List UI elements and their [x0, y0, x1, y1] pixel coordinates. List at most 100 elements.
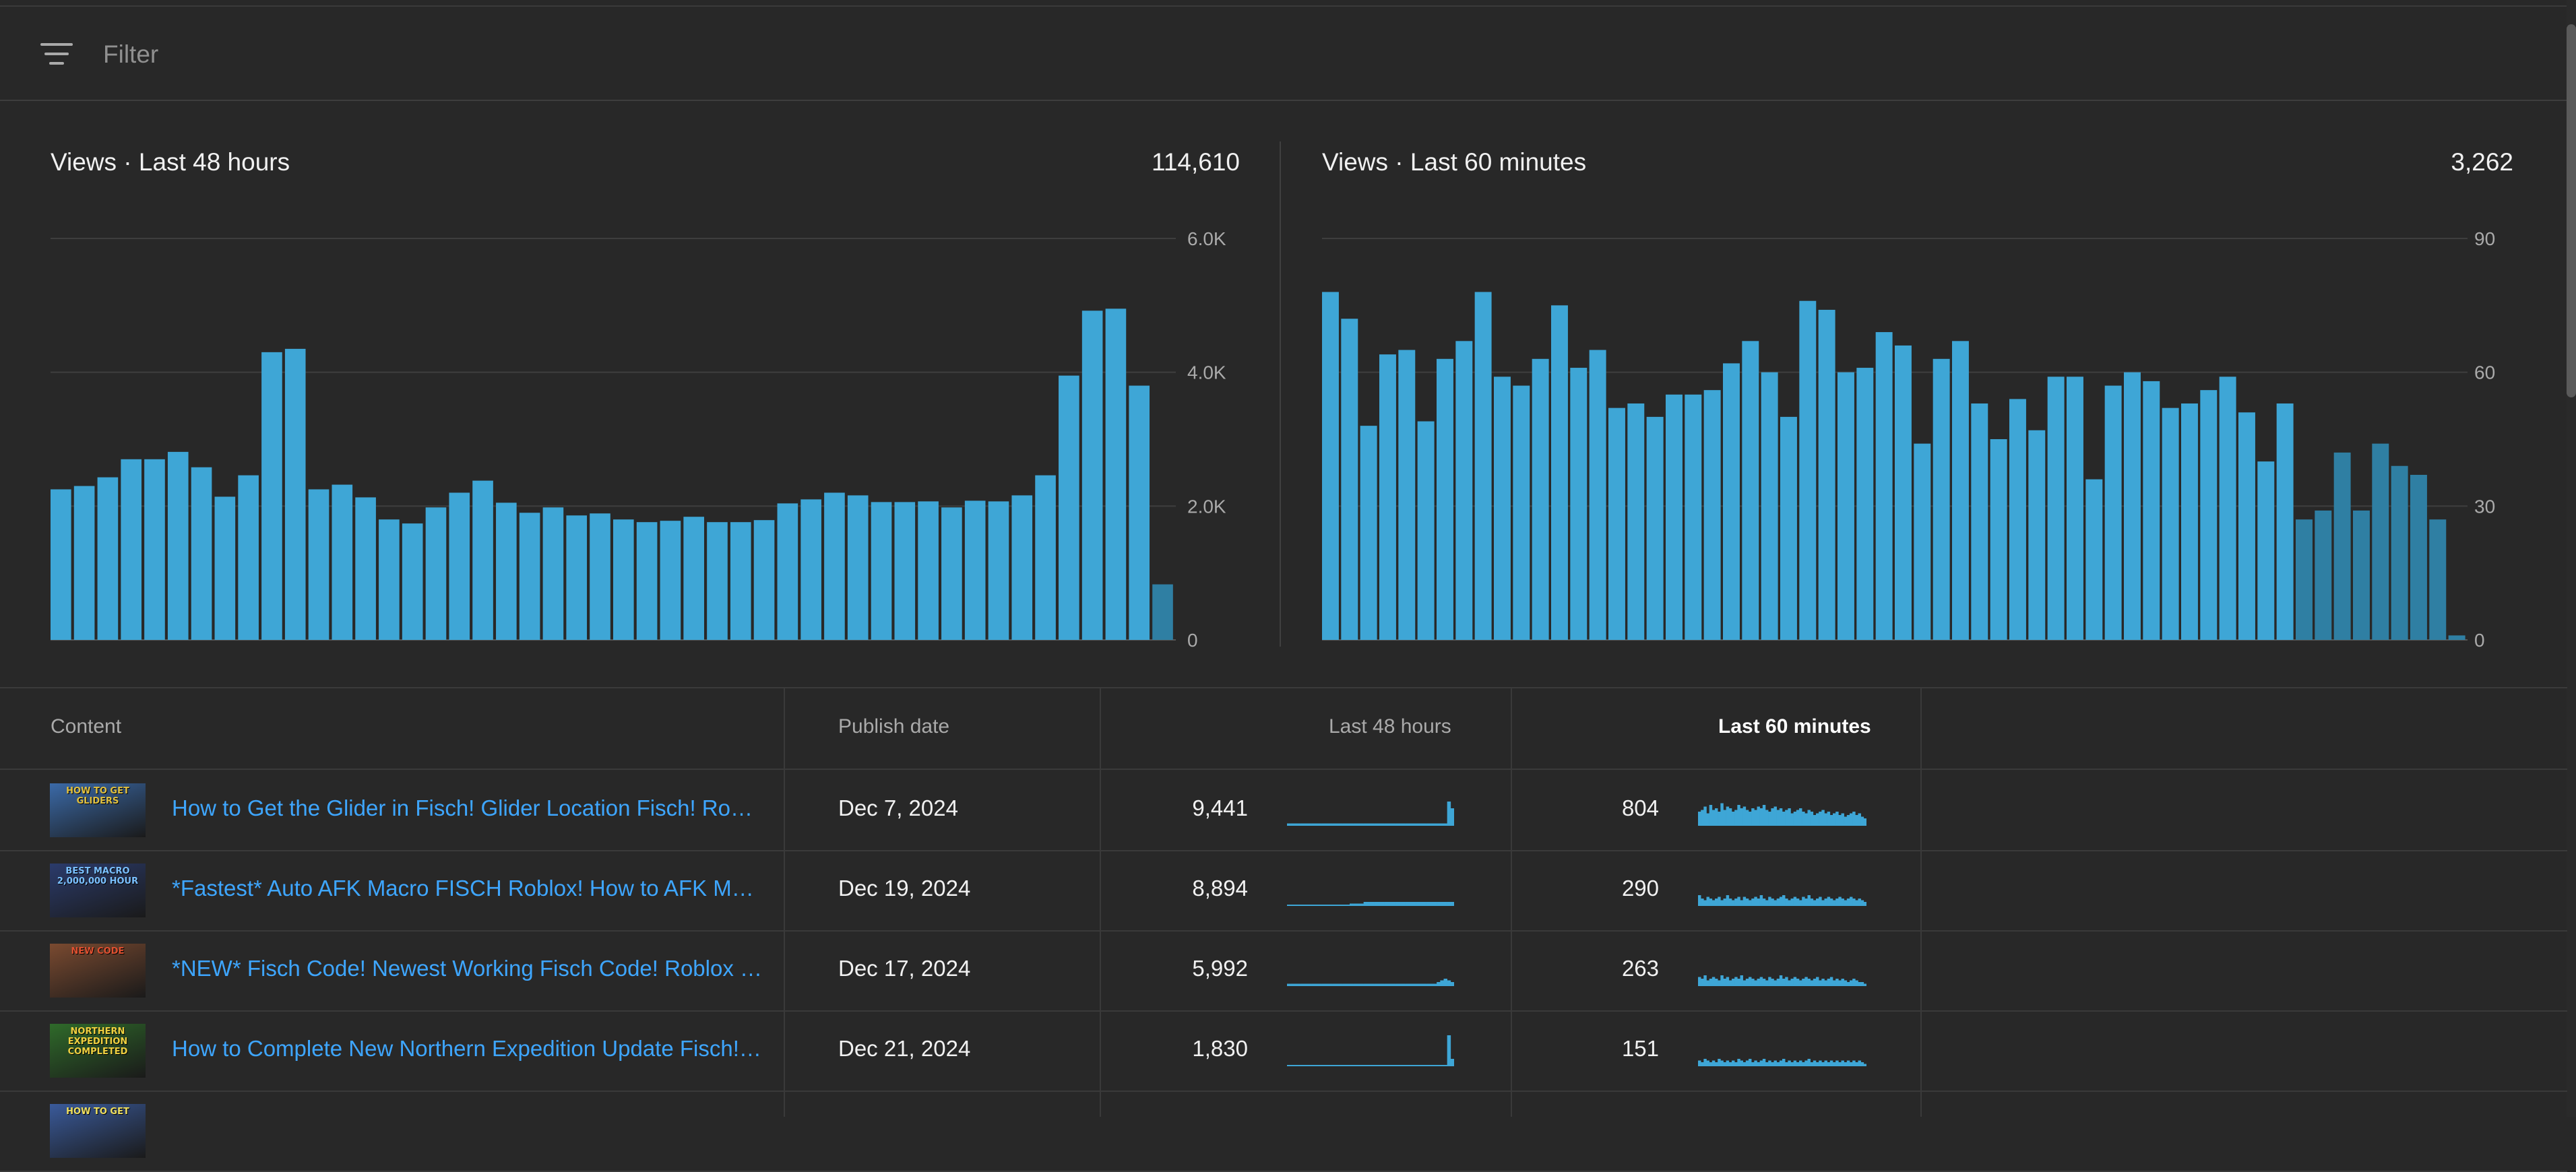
- chart-bar[interactable]: [379, 519, 400, 640]
- chart-bar[interactable]: [1971, 403, 1988, 640]
- chart-bar[interactable]: [964, 500, 986, 640]
- table-row[interactable]: HOW TO GET: [0, 1090, 2567, 1172]
- chart-bar[interactable]: [2104, 385, 2122, 640]
- chart-bar[interactable]: [988, 501, 1009, 640]
- chart-bar[interactable]: [2238, 412, 2255, 640]
- chart-bar[interactable]: [449, 492, 470, 640]
- chart-bar[interactable]: [2085, 479, 2103, 640]
- chart-bar[interactable]: [402, 523, 423, 640]
- filter-input[interactable]: Filter: [103, 40, 159, 68]
- chart-bar[interactable]: [1780, 416, 1797, 640]
- chart-bar[interactable]: [1417, 421, 1435, 640]
- chart-bar[interactable]: [51, 489, 71, 641]
- chart-bar[interactable]: [2372, 443, 2389, 640]
- chart-bar[interactable]: [1551, 305, 1568, 640]
- chart-bar[interactable]: [1990, 439, 2007, 640]
- chart-bar[interactable]: [1742, 341, 1759, 640]
- video-thumbnail[interactable]: NORTHERN EXPEDITION COMPLETED: [50, 1024, 146, 1078]
- chart-bar[interactable]: [1723, 363, 1740, 640]
- chart-bar[interactable]: [1341, 319, 1358, 640]
- chart-bar[interactable]: [2353, 510, 2370, 640]
- table-row[interactable]: HOW TO GET GLIDERS How to Get the Glider…: [0, 770, 2567, 851]
- chart-bar[interactable]: [1952, 341, 1969, 640]
- chart-bar[interactable]: [97, 477, 119, 640]
- chart-bar[interactable]: [2257, 461, 2275, 640]
- chart-bar[interactable]: [1532, 358, 1549, 640]
- chart-bar[interactable]: [519, 513, 540, 640]
- chart-bar[interactable]: [2124, 372, 2141, 640]
- chart-bar[interactable]: [1646, 416, 1664, 640]
- chart-bar[interactable]: [918, 501, 939, 640]
- header-publish-date[interactable]: Publish date: [838, 715, 950, 738]
- chart-bar[interactable]: [2391, 465, 2408, 640]
- chart-bar[interactable]: [1059, 375, 1079, 640]
- chart-bar[interactable]: [1152, 584, 1173, 640]
- chart-bar[interactable]: [144, 459, 165, 640]
- chart-bar[interactable]: [1818, 309, 1835, 640]
- chart-bar[interactable]: [1666, 394, 1683, 640]
- chart-bar[interactable]: [2276, 403, 2294, 640]
- chart-bar[interactable]: [2047, 377, 2065, 640]
- chart-bar[interactable]: [2448, 635, 2465, 640]
- chart-bar[interactable]: [2162, 408, 2179, 640]
- chart-bar[interactable]: [425, 507, 447, 640]
- chart-bar[interactable]: [707, 522, 728, 640]
- chart-bar[interactable]: [1761, 372, 1778, 640]
- chart-bar[interactable]: [472, 480, 493, 640]
- chart-bar[interactable]: [308, 489, 329, 641]
- chart-bar[interactable]: [871, 502, 892, 640]
- chart-bar[interactable]: [2143, 381, 2160, 640]
- chart-bar[interactable]: [730, 522, 751, 640]
- chart-bar[interactable]: [894, 502, 916, 640]
- chart-bar[interactable]: [847, 495, 869, 640]
- chart-bar[interactable]: [542, 507, 564, 640]
- chart-bar[interactable]: [2009, 399, 2026, 640]
- chart-bar[interactable]: [1837, 372, 1854, 640]
- chart-bar[interactable]: [238, 475, 259, 640]
- chart-bar[interactable]: [167, 451, 189, 640]
- video-thumbnail[interactable]: HOW TO GET: [50, 1104, 146, 1158]
- chart-bar[interactable]: [1437, 358, 1453, 640]
- chart-bar[interactable]: [1322, 292, 1339, 640]
- chart-bar[interactable]: [2333, 452, 2351, 640]
- video-thumbnail[interactable]: BEST MACRO 2,000,000 HOUR: [50, 864, 146, 917]
- chart-bar[interactable]: [214, 496, 236, 640]
- chart-bar[interactable]: [496, 502, 517, 640]
- video-title-link[interactable]: How to Get the Glider in Fisch! Glider L…: [172, 795, 765, 820]
- video-title-link[interactable]: How to Complete New Northern Expedition …: [172, 1036, 765, 1061]
- chart-bar[interactable]: [1360, 426, 1377, 640]
- chart-bar[interactable]: [1627, 403, 1645, 640]
- chart-bar[interactable]: [1035, 475, 1056, 640]
- chart-bar[interactable]: [1856, 368, 1874, 640]
- chart-bar[interactable]: [355, 497, 376, 640]
- chart-bar[interactable]: [1105, 308, 1127, 640]
- filter-bar[interactable]: Filter: [0, 7, 2567, 101]
- chart-bar[interactable]: [1895, 345, 1912, 640]
- video-title-link[interactable]: *NEW* Fisch Code! Newest Working Fisch C…: [172, 956, 765, 981]
- chart-bar[interactable]: [1494, 377, 1511, 640]
- chart-bar[interactable]: [1398, 350, 1416, 640]
- chart-bar[interactable]: [1513, 385, 1530, 640]
- chart-bar[interactable]: [1129, 385, 1150, 640]
- chart-bar[interactable]: [1703, 390, 1721, 640]
- chart-bar[interactable]: [660, 521, 681, 640]
- chart-bar[interactable]: [2200, 390, 2218, 640]
- chart-bar[interactable]: [683, 517, 704, 640]
- chart-bar[interactable]: [753, 520, 775, 640]
- scrollbar-thumb[interactable]: [2567, 24, 2576, 397]
- chart-bar[interactable]: [2028, 430, 2046, 640]
- page-scrollbar[interactable]: [2567, 0, 2576, 1117]
- chart-bar[interactable]: [2315, 510, 2332, 640]
- chart-bar[interactable]: [1474, 292, 1492, 640]
- chart-bar[interactable]: [613, 519, 634, 640]
- chart-bar[interactable]: [332, 484, 353, 640]
- table-row[interactable]: NEW CODE *NEW* Fisch Code! Newest Workin…: [0, 930, 2567, 1012]
- chart-bar[interactable]: [284, 348, 306, 640]
- chart-bar[interactable]: [2219, 377, 2236, 640]
- table-row[interactable]: NORTHERN EXPEDITION COMPLETED How to Com…: [0, 1010, 2567, 1092]
- chart-bar[interactable]: [636, 522, 658, 640]
- chart-bar[interactable]: [1011, 495, 1033, 640]
- chart-bar[interactable]: [1379, 354, 1396, 640]
- chart-bar[interactable]: [1685, 394, 1702, 640]
- table-row[interactable]: BEST MACRO 2,000,000 HOUR *Fastest* Auto…: [0, 850, 2567, 932]
